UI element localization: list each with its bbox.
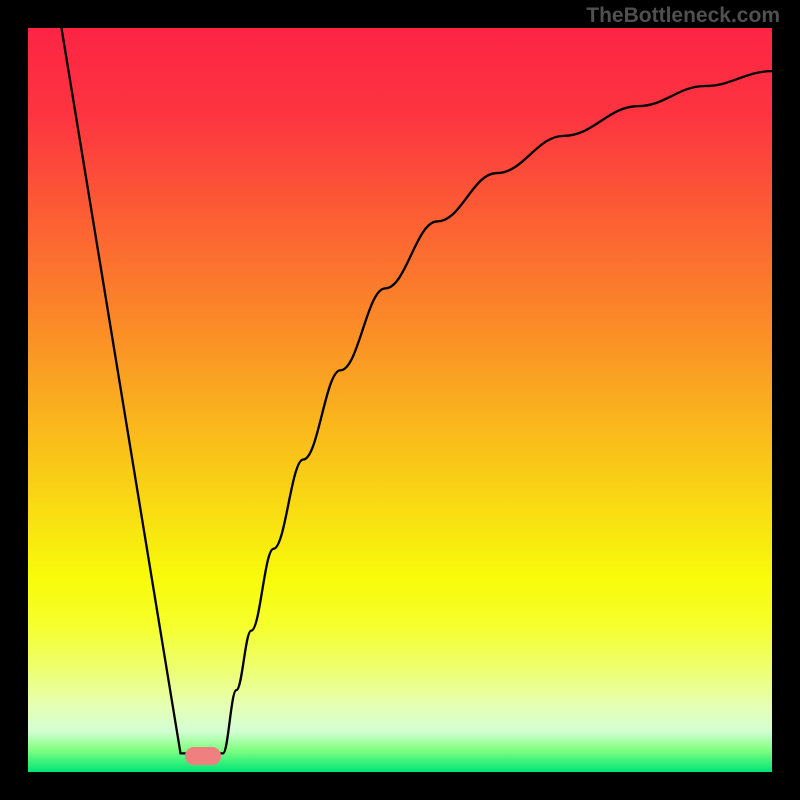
minimum-marker: [185, 747, 221, 765]
plot-area: [28, 28, 772, 772]
chart-container: TheBottleneck.com: [0, 0, 800, 800]
curve-line: [28, 28, 772, 772]
watermark-text: TheBottleneck.com: [586, 4, 780, 28]
